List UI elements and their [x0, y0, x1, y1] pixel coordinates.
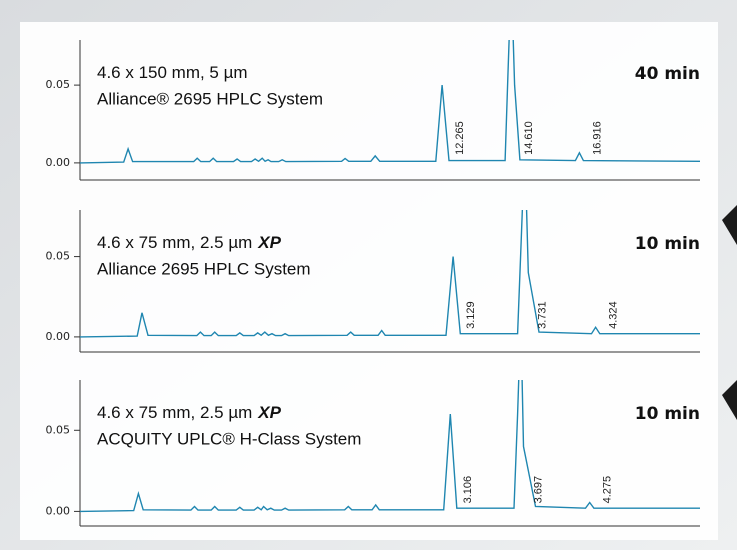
column-title: 4.6 x 150 mm, 5 µm	[97, 63, 248, 82]
decor-arrow	[722, 205, 737, 245]
panel-background	[20, 22, 718, 540]
y-tick-label: 0.05	[46, 423, 71, 436]
peak-label: 12.265	[454, 121, 466, 155]
run-time: 10 min	[635, 234, 700, 254]
peak-label: 16.916	[591, 121, 603, 155]
column-label: 4.6 x 75 mm, 2.5 µm XP	[97, 403, 282, 422]
column-label: 4.6 x 150 mm, 5 µm	[97, 63, 248, 82]
peak-label: 3.731	[537, 301, 549, 329]
system-label: ACQUITY UPLC® H-Class System	[97, 429, 361, 448]
system-label: Alliance 2695 HPLC System	[97, 259, 311, 278]
peak-label: 3.697	[533, 476, 545, 504]
run-time: 40 min	[635, 64, 700, 84]
y-tick-label: 0.05	[46, 78, 71, 91]
peak-label: 4.324	[607, 301, 619, 329]
y-tick-label: 0.00	[46, 330, 71, 343]
y-tick-label: 0.00	[46, 156, 71, 169]
peak-label: 4.275	[602, 476, 614, 504]
column-title: 4.6 x 75 mm, 2.5 µm	[97, 403, 252, 422]
peak-label: 3.129	[465, 301, 477, 329]
trace	[80, 380, 700, 513]
peak-label: 14.610	[523, 121, 535, 155]
peak-label: 3.106	[462, 476, 474, 504]
system-label: Alliance® 2695 HPLC System	[97, 89, 323, 108]
y-tick-label: 0.00	[46, 504, 71, 517]
decor-arrow	[722, 380, 737, 420]
column-title: 4.6 x 75 mm, 2.5 µm	[97, 233, 252, 252]
column-label: 4.6 x 75 mm, 2.5 µm XP	[97, 233, 282, 252]
trace	[80, 40, 700, 164]
column-type: XP	[257, 403, 281, 422]
trace	[80, 210, 700, 338]
y-tick-label: 0.05	[46, 250, 71, 263]
run-time: 10 min	[635, 404, 700, 424]
column-type: XP	[257, 233, 281, 252]
